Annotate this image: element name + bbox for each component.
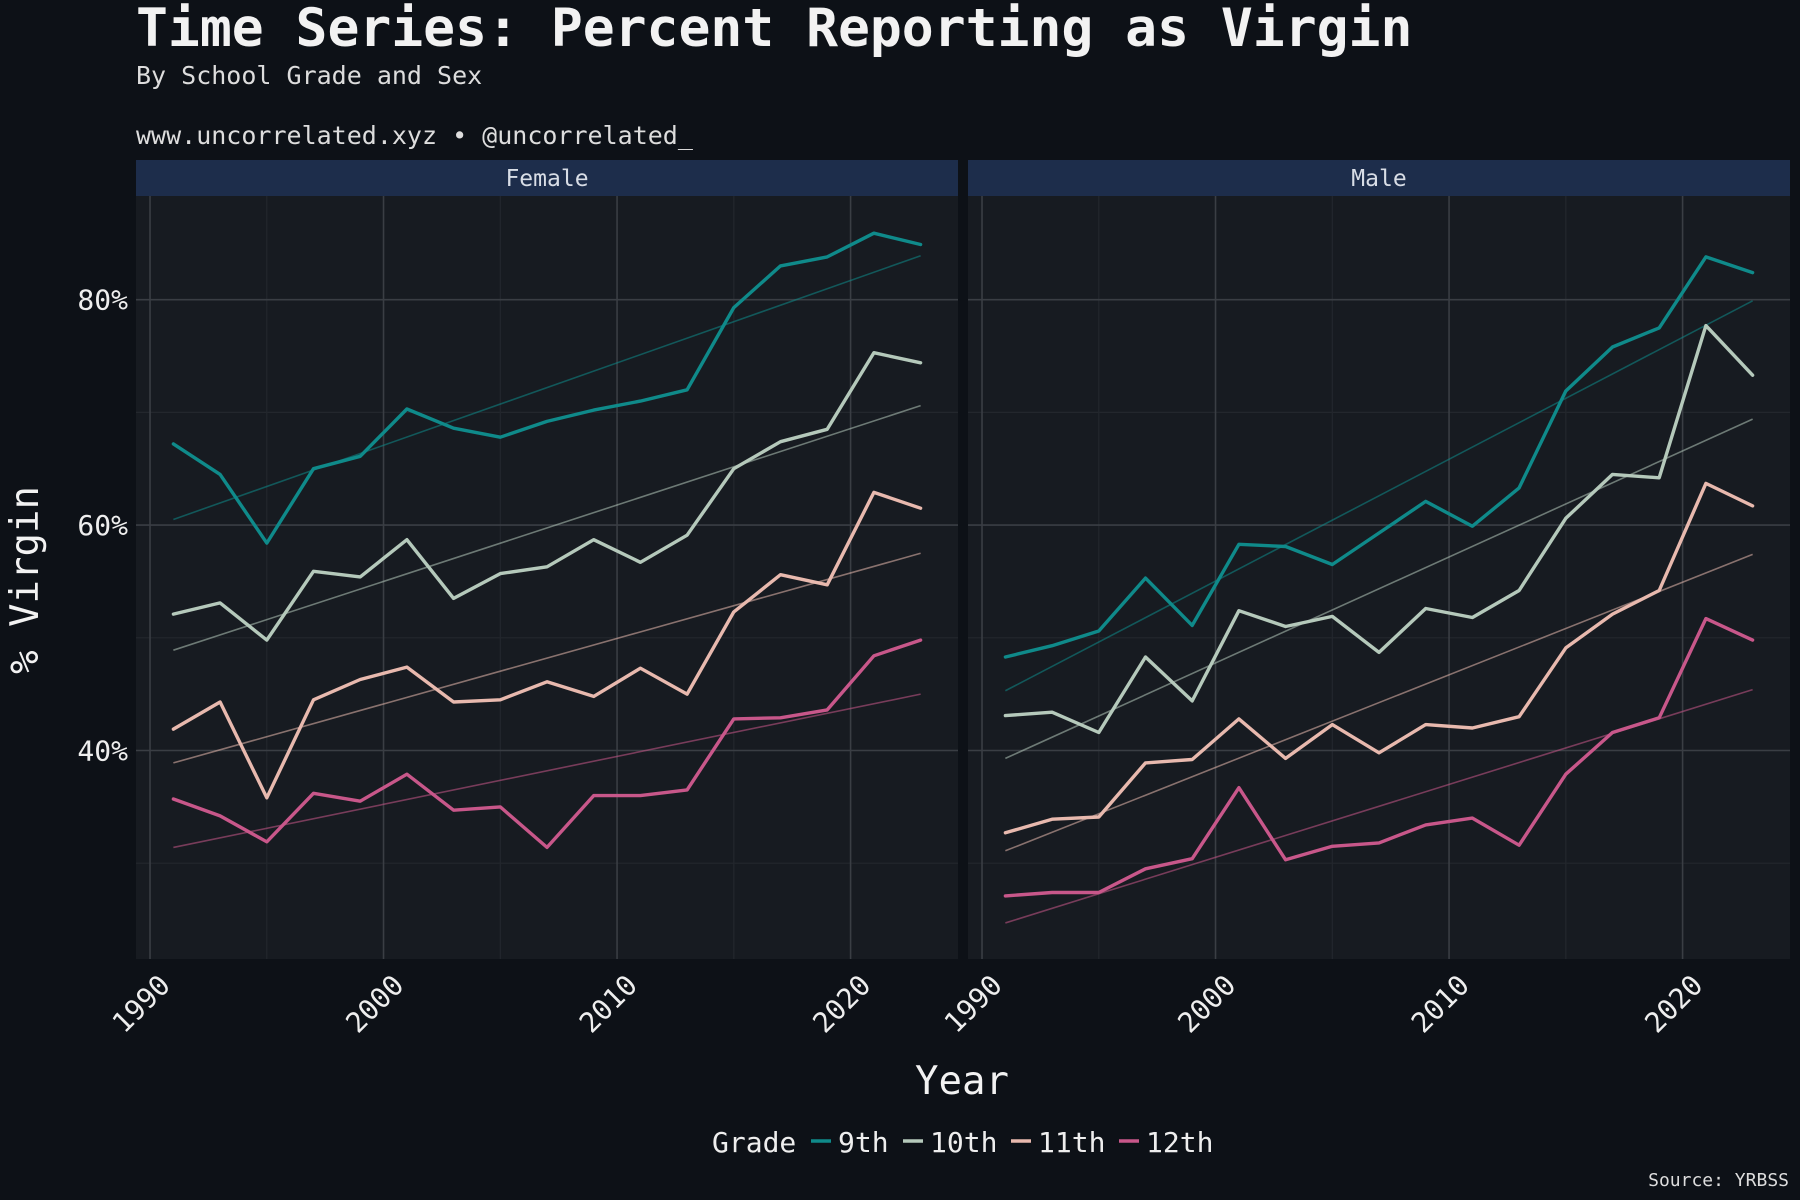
legend: Grade 9th 10th 11th 12th (712, 1126, 1213, 1159)
chart-byline: www.uncorrelated.xyz • @uncorrelated_ (136, 121, 694, 150)
y-tick-label: 60% (77, 509, 128, 542)
legend-label-9th: 9th (838, 1126, 889, 1159)
series-line-12th (1003, 616, 1755, 898)
series-line-9th (171, 231, 923, 545)
series-line-10th (171, 351, 923, 642)
series-line-11th (1003, 481, 1755, 835)
y-axis-title: % Virgin (3, 486, 48, 674)
y-tick-label: 80% (77, 284, 128, 317)
legend-label-12th: 12th (1146, 1126, 1213, 1159)
trend-line-12th (173, 693, 921, 849)
legend-label-11th: 11th (1038, 1126, 1105, 1159)
chart-title: Time Series: Percent Reporting as Virgin (136, 0, 1412, 59)
chart-subtitle: By School Grade and Sex (136, 61, 482, 90)
panel-background (136, 196, 958, 959)
legend-label-10th: 10th (930, 1126, 997, 1159)
facet-strip-label: Female (505, 166, 588, 192)
series-line-11th (171, 490, 923, 800)
panel-background (968, 196, 1790, 959)
series-line-9th (1003, 255, 1755, 659)
facet-strip (136, 160, 958, 196)
trend-line-11th (173, 552, 921, 764)
series-line-12th (171, 638, 923, 850)
trend-line-9th (1004, 300, 1754, 692)
series-line-10th (1003, 323, 1755, 735)
facet-strip (968, 160, 1790, 196)
x-axis-title: Year (915, 1059, 1009, 1104)
legend-title: Grade (712, 1126, 796, 1159)
trend-line-10th (173, 404, 921, 651)
chart-caption: Source: YRBSS (1648, 1170, 1789, 1191)
y-tick-label: 40% (77, 734, 128, 767)
trend-line-9th (173, 254, 921, 521)
trend-line-11th (1005, 553, 1753, 852)
facet-strip-label: Male (1351, 166, 1406, 192)
